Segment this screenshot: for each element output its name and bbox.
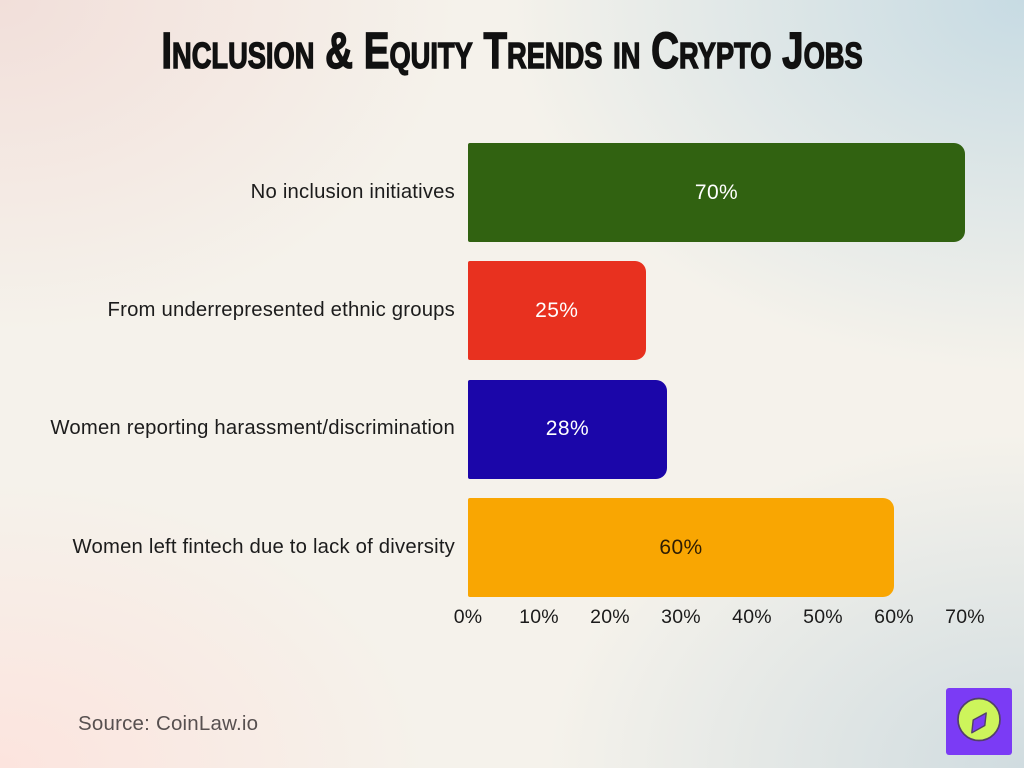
x-axis-tick-label: 70% (945, 606, 985, 628)
x-axis-tick-label: 40% (732, 606, 772, 628)
bar: 60% (468, 498, 894, 598)
bar-value-label: 60% (659, 535, 703, 559)
bar: 28% (468, 379, 667, 479)
bar-row: Women reporting harassment/discriminatio… (0, 379, 1024, 479)
x-axis-tick-label: 50% (803, 606, 843, 628)
x-axis-tick-label: 20% (590, 606, 630, 628)
coinlaw-logo-icon (946, 688, 1012, 755)
category-label: Women left fintech due to lack of divers… (72, 535, 455, 558)
x-axis-tick-label: 10% (519, 606, 559, 628)
chart-title: Inclusion & Equity Trends in Crypto Jobs (161, 22, 863, 79)
bar: 70% (468, 143, 965, 242)
bar-row: Women left fintech due to lack of divers… (0, 498, 1024, 598)
bar-row: From underrepresented ethnic groups 25% (0, 261, 1024, 361)
bar-value-label: 70% (694, 180, 739, 204)
category-label: From underrepresented ethnic groups (107, 298, 455, 321)
source-credit: Source: CoinLaw.io (78, 712, 259, 735)
bar: 25% (468, 261, 646, 361)
category-label: Women reporting harassment/discriminatio… (50, 417, 455, 440)
x-axis-tick-label: 0% (453, 606, 483, 628)
bar-row: No inclusion initiatives 70% (0, 143, 1024, 242)
bar-value-label: 28% (545, 417, 590, 441)
x-axis-tick-label: 60% (874, 606, 914, 628)
bar-value-label: 25% (535, 298, 579, 322)
logo-compass-needle (971, 712, 987, 734)
category-label: No inclusion initiatives (250, 180, 455, 203)
x-axis: 0% 10% 20% 30% 40% 50% 60% 70% (0, 606, 1024, 630)
x-axis-tick-label: 30% (661, 606, 701, 628)
